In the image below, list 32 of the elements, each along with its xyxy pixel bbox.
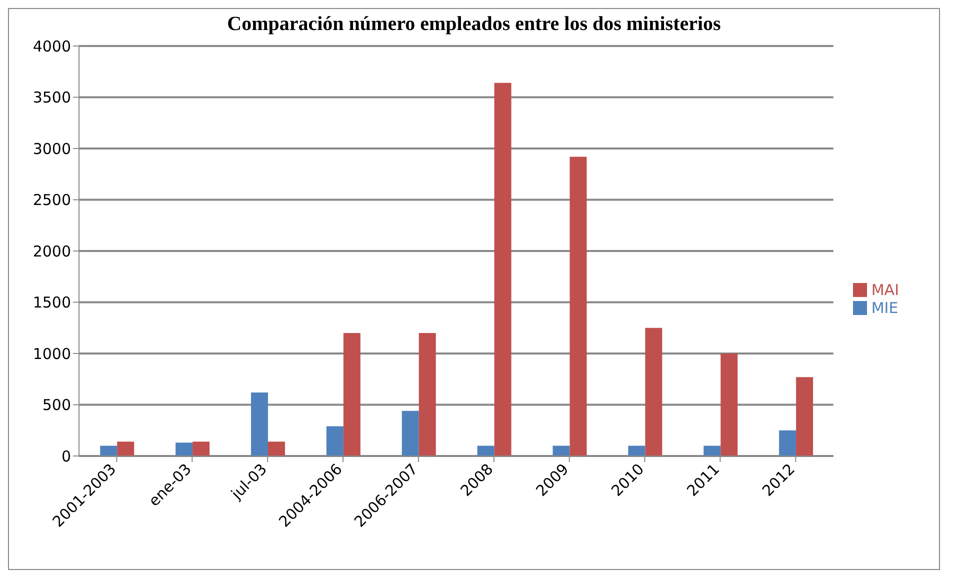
bar bbox=[477, 446, 494, 456]
legend-label: MAI bbox=[871, 280, 899, 298]
bar bbox=[628, 446, 646, 456]
bar bbox=[326, 426, 344, 456]
legend-label: MIE bbox=[871, 298, 898, 316]
y-tick-label: 3000 bbox=[32, 140, 71, 158]
y-tick-label: 500 bbox=[42, 396, 71, 414]
chart-title: Comparación número empleados entre los dos ministerios bbox=[226, 13, 722, 36]
y-tick-label: 2500 bbox=[32, 191, 71, 210]
bar bbox=[552, 446, 570, 456]
bar bbox=[720, 354, 738, 456]
bar bbox=[250, 392, 268, 456]
y-tick-label: 3500 bbox=[32, 88, 71, 107]
bar bbox=[176, 442, 193, 456]
bar bbox=[192, 442, 210, 456]
y-tick-label: 1500 bbox=[32, 294, 71, 312]
bar bbox=[704, 446, 721, 456]
y-tick-label: 4000 bbox=[32, 37, 71, 56]
bar bbox=[117, 442, 134, 456]
bar bbox=[779, 430, 796, 456]
bar bbox=[570, 156, 587, 456]
bar bbox=[402, 410, 419, 456]
bar bbox=[796, 377, 814, 456]
bar bbox=[645, 328, 662, 456]
bar bbox=[494, 82, 512, 456]
y-tick-label: 1000 bbox=[32, 344, 71, 363]
y-tick-label: 0 bbox=[61, 447, 71, 466]
bar bbox=[418, 333, 436, 456]
bar bbox=[343, 333, 360, 456]
bar bbox=[268, 442, 285, 456]
bar bbox=[100, 446, 118, 456]
y-tick-label: 2000 bbox=[32, 242, 71, 260]
